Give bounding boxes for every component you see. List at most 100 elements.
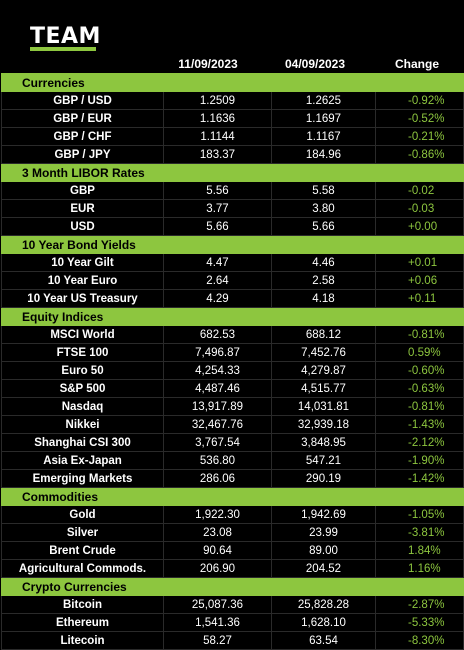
row-name: GBP / EUR — [1, 109, 164, 128]
row-value-current: 536.80 — [163, 451, 272, 470]
row-value-previous: 4.46 — [271, 253, 376, 272]
row-value-previous: 5.58 — [271, 181, 376, 200]
row-value-current: 13,917.89 — [163, 397, 272, 416]
row-value-previous: 14,031.81 — [271, 397, 376, 416]
row-value-current: 2.64 — [163, 271, 272, 290]
row-name: Bitcoin — [1, 595, 164, 614]
row-value-current: 286.06 — [163, 469, 272, 488]
section-header: Equity Indices — [0, 307, 464, 326]
row-value-previous: 7,452.76 — [271, 343, 376, 362]
row-value-current: 1.1636 — [163, 109, 272, 128]
team-logo: TEAM — [30, 24, 101, 49]
row-value-previous: 1.1167 — [271, 127, 376, 146]
row-value-previous: 1.2625 — [271, 91, 376, 110]
row-value-previous: 63.54 — [271, 631, 376, 650]
table-row: MSCI World 682.53 688.12 -0.81% — [1, 325, 464, 344]
row-change: 1.84% — [374, 541, 464, 560]
row-value-current: 682.53 — [163, 325, 272, 344]
row-change: +0.11 — [374, 289, 464, 308]
row-change: -0.63% — [374, 379, 464, 398]
row-value-previous: 1.1697 — [271, 109, 376, 128]
row-value-current: 90.64 — [163, 541, 272, 560]
table-row: GBP 5.56 5.58 -0.02 — [1, 181, 464, 200]
row-value-current: 5.56 — [163, 181, 272, 200]
row-value-previous: 25,828.28 — [271, 595, 376, 614]
row-value-current: 7,496.87 — [163, 343, 272, 362]
row-change: -3.81% — [374, 523, 464, 542]
table-row: Ethereum 1,541.36 1,628.10 -5.33% — [1, 613, 464, 632]
section-header: 3 Month LIBOR Rates — [0, 163, 464, 182]
table-row: GBP / USD 1.2509 1.2625 -0.92% — [1, 91, 464, 110]
section-header: Commodities — [0, 487, 464, 506]
row-value-previous: 4.18 — [271, 289, 376, 308]
row-value-previous: 3,848.95 — [271, 433, 376, 452]
row-change: -0.81% — [374, 397, 464, 416]
table-row: GBP / CHF 1.1144 1.1167 -0.21% — [1, 127, 464, 146]
row-name: Litecoin — [1, 631, 164, 650]
row-name: USD — [1, 217, 164, 236]
header-change: Change — [394, 57, 439, 71]
table-row: Brent Crude 90.64 89.00 1.84% — [1, 541, 464, 560]
header-date-1: 11/09/2023 — [178, 57, 238, 71]
logo-underline — [30, 47, 96, 51]
row-value-previous: 2.58 — [271, 271, 376, 290]
row-change: -8.30% — [374, 631, 464, 650]
row-value-current: 32,467.76 — [163, 415, 272, 434]
row-change: -1.90% — [374, 451, 464, 470]
row-change: -5.33% — [374, 613, 464, 632]
row-value-previous: 1,628.10 — [271, 613, 376, 632]
row-value-previous: 184.96 — [271, 145, 376, 164]
row-name: Agricultural Commods. — [1, 559, 164, 578]
table-row: Nikkei 32,467.76 32,939.18 -1.43% — [1, 415, 464, 434]
row-value-current: 1,541.36 — [163, 613, 272, 632]
row-value-current: 1.1144 — [163, 127, 272, 146]
section-title: Commodities — [0, 487, 464, 506]
row-value-previous: 4,515.77 — [271, 379, 376, 398]
section-title: Currencies — [0, 73, 464, 92]
row-value-previous: 1,942.69 — [271, 505, 376, 524]
row-value-previous: 688.12 — [271, 325, 376, 344]
row-name: GBP — [1, 181, 164, 200]
table-row: Silver 23.08 23.99 -3.81% — [1, 523, 464, 542]
section-title: Crypto Currencies — [0, 577, 464, 596]
row-value-previous: 290.19 — [271, 469, 376, 488]
row-change: -0.02 — [374, 181, 464, 200]
table-row: Emerging Markets 286.06 290.19 -1.42% — [1, 469, 464, 488]
row-change: +0.00 — [374, 217, 464, 236]
table-row: S&P 500 4,487.46 4,515.77 -0.63% — [1, 379, 464, 398]
table-row: Agricultural Commods. 206.90 204.52 1.16% — [1, 559, 464, 578]
row-name: GBP / USD — [1, 91, 164, 110]
row-name: FTSE 100 — [1, 343, 164, 362]
market-table: Currencies GBP / USD 1.2509 1.2625 -0.92% GBP… — [0, 73, 464, 650]
table-row: 10 Year Euro 2.64 2.58 +0.06 — [1, 271, 464, 290]
section-header: 10 Year Bond Yields — [0, 235, 464, 254]
table-row: 10 Year Gilt 4.47 4.46 +0.01 — [1, 253, 464, 272]
row-change: -2.12% — [374, 433, 464, 452]
row-change: -0.03 — [374, 199, 464, 218]
table-row: GBP / JPY 183.37 184.96 -0.86% — [1, 145, 464, 164]
section-title: Equity Indices — [0, 307, 464, 326]
row-name: EUR — [1, 199, 164, 218]
row-value-current: 183.37 — [163, 145, 272, 164]
table-row: GBP / EUR 1.1636 1.1697 -0.52% — [1, 109, 464, 128]
row-name: Nasdaq — [1, 397, 164, 416]
row-value-current: 23.08 — [163, 523, 272, 542]
section-header: Crypto Currencies — [0, 577, 464, 596]
row-value-current: 25,087.36 — [163, 595, 272, 614]
table-row: Asia Ex-Japan 536.80 547.21 -1.90% — [1, 451, 464, 470]
table-row: Bitcoin 25,087.36 25,828.28 -2.87% — [1, 595, 464, 614]
row-value-previous: 5.66 — [271, 217, 376, 236]
table-row: USD 5.66 5.66 +0.00 — [1, 217, 464, 236]
table-row: Litecoin 58.27 63.54 -8.30% — [1, 631, 464, 650]
row-value-previous: 204.52 — [271, 559, 376, 578]
row-name: Ethereum — [1, 613, 164, 632]
row-change: -0.86% — [374, 145, 464, 164]
column-header-row: 11/09/2023 04/09/2023 Change — [0, 55, 464, 73]
table-row: Euro 50 4,254.33 4,279.87 -0.60% — [1, 361, 464, 380]
table-row: FTSE 100 7,496.87 7,452.76 0.59% — [1, 343, 464, 362]
row-change: -1.42% — [374, 469, 464, 488]
row-change: -0.92% — [374, 91, 464, 110]
row-name: GBP / CHF — [1, 127, 164, 146]
row-value-current: 4.47 — [163, 253, 272, 272]
